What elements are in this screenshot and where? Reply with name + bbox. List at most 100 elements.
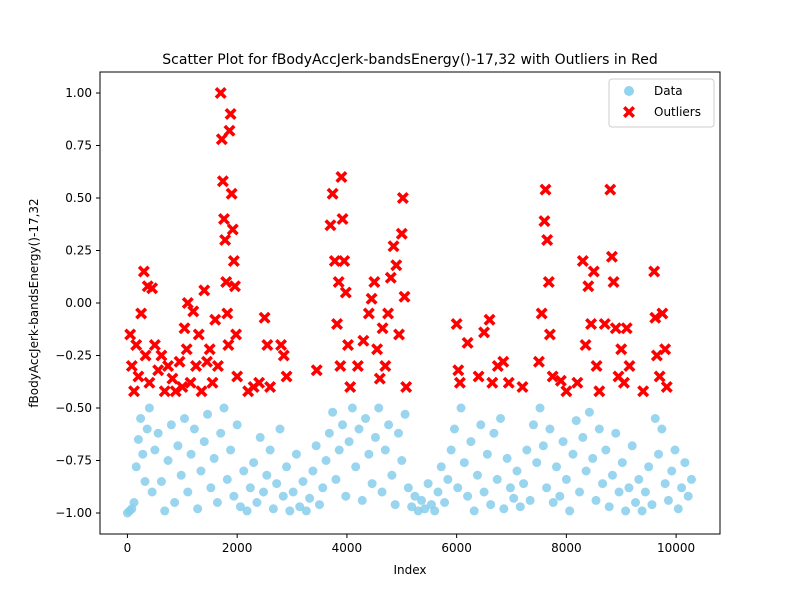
data-point bbox=[686, 474, 696, 484]
outlier-point bbox=[342, 339, 354, 351]
data-point bbox=[555, 491, 565, 501]
data-point bbox=[621, 506, 631, 516]
outlier-point bbox=[368, 276, 381, 288]
data-point bbox=[660, 479, 670, 489]
outlier-point bbox=[365, 292, 378, 305]
outlier-point bbox=[648, 265, 661, 278]
outlier-point bbox=[579, 339, 592, 351]
outlier-point bbox=[218, 213, 230, 225]
outlier-point bbox=[384, 271, 397, 284]
data-point bbox=[677, 483, 687, 493]
outlier-point bbox=[395, 227, 408, 240]
outlier-point bbox=[453, 376, 466, 389]
data-point bbox=[226, 445, 236, 455]
data-point bbox=[519, 479, 529, 489]
data-point bbox=[407, 502, 417, 512]
outlier-point bbox=[215, 133, 228, 146]
outlier-point bbox=[146, 282, 159, 295]
outlier-point bbox=[376, 322, 389, 335]
data-point bbox=[578, 432, 588, 442]
data-point bbox=[584, 407, 594, 417]
data-point bbox=[472, 470, 482, 480]
outlier-point bbox=[539, 183, 552, 196]
data-point bbox=[499, 504, 509, 514]
data-point bbox=[354, 424, 364, 434]
data-point bbox=[186, 449, 196, 459]
outlier-point bbox=[400, 381, 413, 393]
data-point bbox=[232, 420, 242, 430]
x-tick-label: 8000 bbox=[551, 541, 582, 555]
y-tick-label: −0.75 bbox=[55, 454, 92, 468]
data-point bbox=[179, 414, 189, 423]
outlier-point bbox=[124, 328, 137, 341]
outlier-point bbox=[324, 219, 337, 232]
outlier-point bbox=[135, 307, 148, 320]
outlier-point bbox=[344, 381, 357, 393]
data-point bbox=[532, 458, 542, 468]
data-point bbox=[654, 449, 664, 459]
data-point bbox=[203, 409, 213, 419]
outlier-point bbox=[609, 322, 622, 335]
outlier-point bbox=[190, 360, 203, 372]
outlier-point bbox=[187, 305, 200, 318]
data-point bbox=[542, 483, 552, 493]
data-point bbox=[420, 504, 430, 514]
data-point bbox=[538, 441, 548, 451]
outlier-point bbox=[336, 213, 349, 225]
data-point bbox=[505, 483, 515, 493]
data-point bbox=[252, 498, 262, 507]
data-point bbox=[370, 432, 380, 442]
data-point bbox=[150, 445, 160, 455]
outlier-point bbox=[478, 326, 491, 339]
outlier-point bbox=[571, 376, 584, 389]
data-point bbox=[617, 458, 627, 468]
outlier-point bbox=[226, 223, 239, 236]
data-point bbox=[512, 466, 522, 476]
y-tick-label: −0.25 bbox=[55, 349, 92, 363]
data-point bbox=[581, 466, 591, 476]
outlier-point bbox=[371, 343, 384, 356]
outlier-point bbox=[607, 276, 620, 288]
data-point bbox=[463, 491, 473, 501]
outlier-point bbox=[604, 183, 617, 196]
data-point bbox=[249, 458, 259, 468]
data-point bbox=[548, 498, 558, 507]
y-tick-label: 1.00 bbox=[65, 86, 92, 100]
outlier-point bbox=[195, 385, 208, 398]
data-point bbox=[275, 424, 285, 434]
data-point bbox=[443, 474, 453, 484]
outlier-point bbox=[198, 284, 211, 297]
outlier-point bbox=[310, 364, 323, 377]
data-point bbox=[380, 445, 390, 455]
data-point bbox=[314, 500, 324, 510]
data-point bbox=[535, 403, 545, 413]
outlier-point bbox=[173, 355, 186, 368]
y-axis: −1.00 −0.75 −0.50 −0.25 0.00 0.25 0.50 0.75 1.00 bbox=[55, 86, 100, 520]
outlier-point bbox=[351, 360, 364, 372]
data-point bbox=[367, 479, 377, 489]
data-point bbox=[624, 483, 634, 493]
data-point bbox=[364, 449, 374, 459]
data-point bbox=[650, 414, 660, 423]
data-point bbox=[482, 449, 492, 459]
data-point bbox=[222, 474, 232, 484]
data-point bbox=[138, 449, 148, 459]
data-point bbox=[334, 445, 344, 455]
outlier-point bbox=[472, 370, 485, 383]
legend-outliers-marker bbox=[623, 106, 635, 118]
y-tick-label: −1.00 bbox=[55, 506, 92, 520]
data-point bbox=[657, 424, 667, 434]
outlier-point bbox=[200, 355, 213, 368]
data-point bbox=[235, 502, 245, 512]
outlier-point bbox=[264, 381, 277, 393]
data-point bbox=[440, 498, 450, 507]
outlier-point bbox=[277, 349, 290, 362]
outlier-point bbox=[275, 339, 288, 351]
data-point bbox=[644, 462, 654, 472]
data-point bbox=[288, 487, 298, 497]
data-point bbox=[193, 504, 203, 514]
outlier-point bbox=[192, 328, 205, 341]
outlier-point bbox=[497, 355, 510, 368]
x-tick-label: 4000 bbox=[332, 541, 363, 555]
